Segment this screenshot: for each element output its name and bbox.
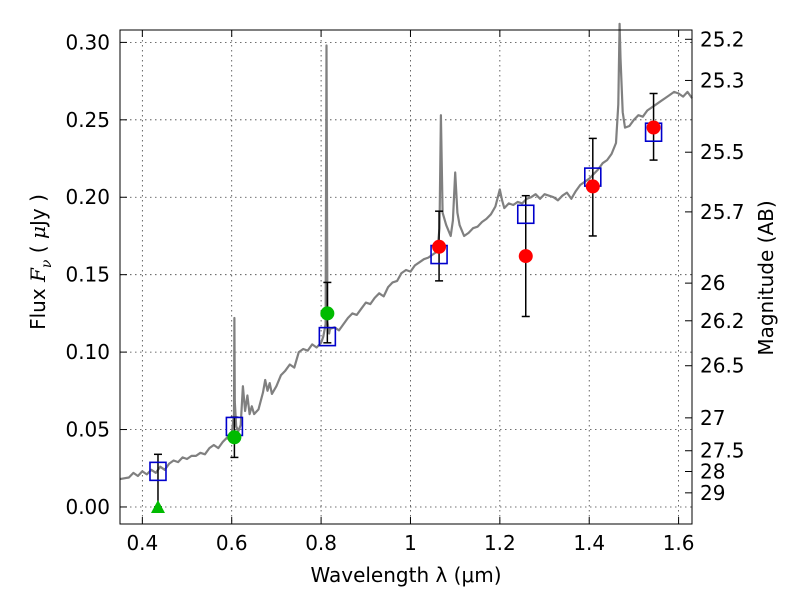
magnitude-tick-label: 26.2 bbox=[700, 309, 745, 333]
observed-flux-point bbox=[432, 239, 447, 254]
y-tick-label: 0.20 bbox=[65, 185, 110, 209]
errorbar-layer bbox=[153, 92, 658, 508]
upper-limit-triangle bbox=[150, 499, 165, 513]
magnitude-tick-label: 28 bbox=[700, 459, 725, 483]
y-axis-label: Flux Fν ( μJy ) bbox=[26, 194, 55, 330]
y-tick-label: 0.10 bbox=[65, 340, 110, 364]
observed-flux-point bbox=[585, 179, 600, 194]
magnitude-axis-label: Magnitude (AB) bbox=[754, 200, 778, 355]
observed-flux-point bbox=[518, 249, 533, 264]
y-tick-labels: 0.00 0.05 0.10 0.15 0.20 0.25 0.30 bbox=[65, 30, 110, 519]
model-flux-box bbox=[318, 326, 337, 347]
model-spectrum-line bbox=[119, 22, 693, 481]
observed-marker-layer bbox=[150, 120, 661, 513]
magnitude-tick-label: 25.2 bbox=[700, 27, 745, 51]
model-flux-box bbox=[516, 204, 535, 225]
magnitude-tick-label: 29 bbox=[700, 481, 725, 505]
y-tick-label: 0.00 bbox=[65, 495, 110, 519]
magnitude-tick-label: 26 bbox=[700, 271, 725, 295]
x-tick-label: 1.6 bbox=[663, 531, 695, 555]
x-tick-label: 1 bbox=[404, 531, 417, 555]
x-tick-label: 0.4 bbox=[126, 531, 158, 555]
magnitude-tick-label: 25.5 bbox=[700, 140, 745, 164]
x-tick-label: 1.4 bbox=[573, 531, 605, 555]
y-tick-label: 0.25 bbox=[65, 108, 110, 132]
magnitude-tick-label: 25.3 bbox=[700, 68, 745, 92]
magnitude-tick-label: 27.5 bbox=[700, 439, 745, 463]
x-tick-label: 1.2 bbox=[484, 531, 516, 555]
model-box-layer bbox=[149, 122, 663, 482]
x-tick-label: 0.6 bbox=[216, 531, 248, 555]
plot-frame bbox=[119, 29, 693, 525]
y-tick-label: 0.05 bbox=[65, 418, 110, 442]
model-flux-box bbox=[149, 461, 167, 482]
magnitude-tick-label: 27 bbox=[700, 406, 725, 430]
observed-flux-point bbox=[646, 120, 661, 135]
x-tick-label: 0.8 bbox=[305, 531, 337, 555]
x-axis-label: Wavelength λ (μm) bbox=[310, 563, 501, 587]
spectrum-layer bbox=[119, 22, 693, 481]
y-tick-label: 0.30 bbox=[65, 30, 110, 54]
magnitude-tick-label: 26.5 bbox=[700, 354, 745, 378]
grid-lines bbox=[120, 30, 692, 524]
x-tick-labels: 0.4 0.6 0.8 1 1.2 1.4 1.6 bbox=[126, 531, 694, 555]
observed-flux-point bbox=[320, 306, 335, 321]
observed-flux-point bbox=[227, 430, 242, 445]
axis-ticks bbox=[120, 30, 692, 524]
y-tick-label: 0.15 bbox=[65, 263, 110, 287]
magnitude-tick-label: 25.7 bbox=[700, 200, 745, 224]
